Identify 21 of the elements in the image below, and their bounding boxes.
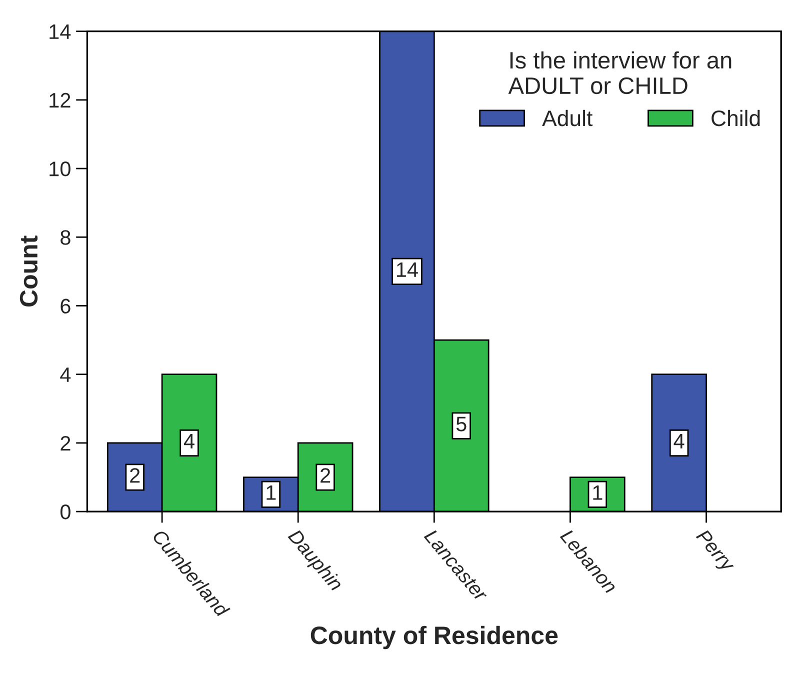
data-label: 14 — [396, 262, 418, 277]
y-axis-title: Count — [20, 236, 38, 307]
data-label: 4 — [674, 434, 684, 448]
y-tick-label: 4 — [60, 368, 71, 382]
data-label: 2 — [320, 468, 330, 483]
y-tick-label: 6 — [60, 298, 70, 314]
data-label: 1 — [593, 485, 602, 500]
data-label: 1 — [266, 485, 276, 500]
y-tick-label: 14 — [50, 24, 71, 39]
data-label: 5 — [456, 416, 466, 432]
legend-label: Adult — [542, 110, 593, 126]
x-axis-title: County of Residence — [310, 626, 558, 650]
y-tick-label: 10 — [50, 162, 70, 176]
y-tick-label: 2 — [60, 436, 70, 451]
y-tick-label: 8 — [60, 230, 70, 245]
data-label: 2 — [130, 468, 140, 483]
y-tick-label: 12 — [50, 92, 70, 108]
y-tick-label: 0 — [60, 504, 70, 520]
data-label: 4 — [184, 434, 194, 448]
legend-title: Is the interview for an ADULT or CHILD — [508, 51, 732, 94]
legend-label: Child — [712, 110, 760, 126]
